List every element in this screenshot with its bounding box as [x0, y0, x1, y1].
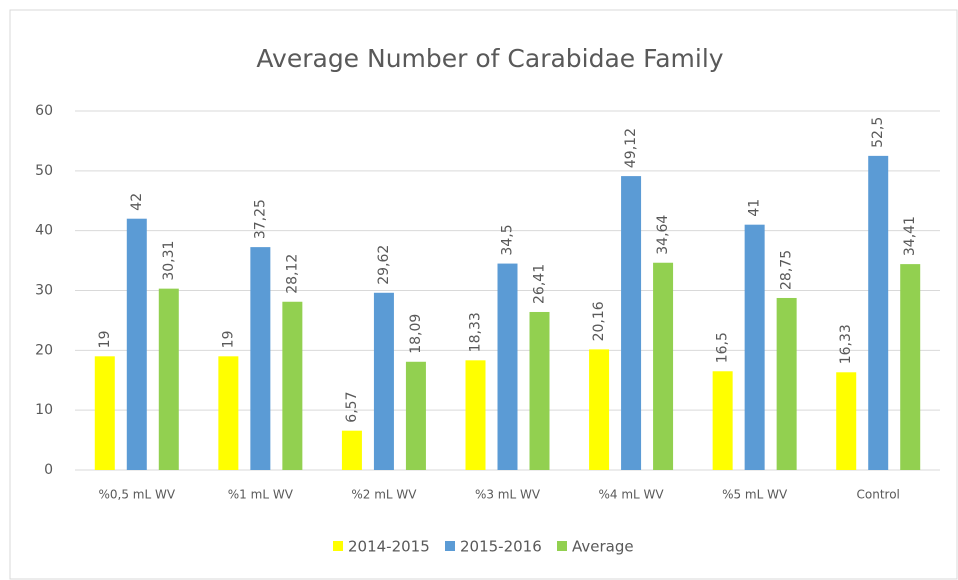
value-label: 34,5: [500, 224, 516, 255]
y-tick-label: 0: [44, 462, 53, 478]
bar: [94, 356, 115, 470]
value-label: 49,12: [623, 128, 639, 168]
bar: [341, 430, 362, 470]
bar: [589, 349, 610, 470]
bar: [158, 288, 179, 470]
legend-label: 2014-2015: [348, 538, 430, 556]
legend-swatch: [445, 541, 455, 551]
value-label: 18,09: [408, 314, 424, 354]
legend-label: 2015-2016: [460, 538, 542, 556]
y-tick-label: 10: [35, 402, 53, 418]
value-label: 41: [747, 199, 763, 217]
bar: [465, 360, 486, 470]
bar: [282, 301, 303, 470]
bar: [621, 176, 642, 470]
y-tick-label: 40: [35, 223, 53, 239]
y-tick-label: 60: [35, 103, 53, 119]
bar: [218, 356, 239, 470]
value-label: 20,16: [591, 301, 607, 341]
legend-label: Average: [572, 538, 634, 556]
bar: [529, 311, 550, 470]
bar: [744, 224, 765, 470]
bar: [836, 372, 857, 470]
value-label: 16,5: [715, 332, 731, 363]
value-label: 52,5: [870, 117, 886, 148]
value-label: 30,31: [161, 241, 177, 281]
value-label: 6,57: [344, 392, 360, 423]
value-label: 34,41: [902, 216, 918, 256]
value-label: 29,62: [376, 245, 392, 285]
y-tick-label: 30: [35, 283, 53, 299]
value-label: 34,64: [655, 215, 671, 255]
chart-title: Average Number of Carabidae Family: [256, 44, 723, 73]
bar: [653, 262, 674, 470]
x-tick-label: %5 mL WV: [722, 488, 788, 502]
value-label: 18,33: [468, 312, 484, 352]
x-tick-label: Control: [857, 488, 900, 502]
value-label: 19: [97, 330, 113, 348]
bar: [776, 297, 797, 470]
value-label: 42: [129, 193, 145, 211]
x-tick-label: %3 mL WV: [475, 488, 541, 502]
value-label: 16,33: [838, 324, 854, 364]
legend-swatch: [557, 541, 567, 551]
bar: [900, 264, 921, 470]
x-tick-label: %4 mL WV: [599, 488, 665, 502]
bar: [405, 361, 426, 470]
legend-swatch: [333, 541, 343, 551]
bar: [868, 155, 889, 470]
bar: [250, 247, 271, 470]
bar: [712, 371, 733, 470]
y-tick-label: 20: [35, 342, 53, 358]
x-tick-label: %2 mL WV: [351, 488, 417, 502]
value-label: 19: [220, 330, 236, 348]
bar: [126, 218, 147, 470]
value-label: 26,41: [532, 264, 548, 304]
bar: [373, 292, 394, 470]
value-label: 28,75: [779, 250, 795, 290]
bar: [497, 263, 518, 470]
x-tick-label: %0,5 mL WV: [98, 488, 175, 502]
y-tick-label: 50: [35, 163, 53, 179]
x-tick-label: %1 mL WV: [228, 488, 294, 502]
value-label: 28,12: [284, 254, 300, 294]
value-label: 37,25: [252, 199, 268, 239]
